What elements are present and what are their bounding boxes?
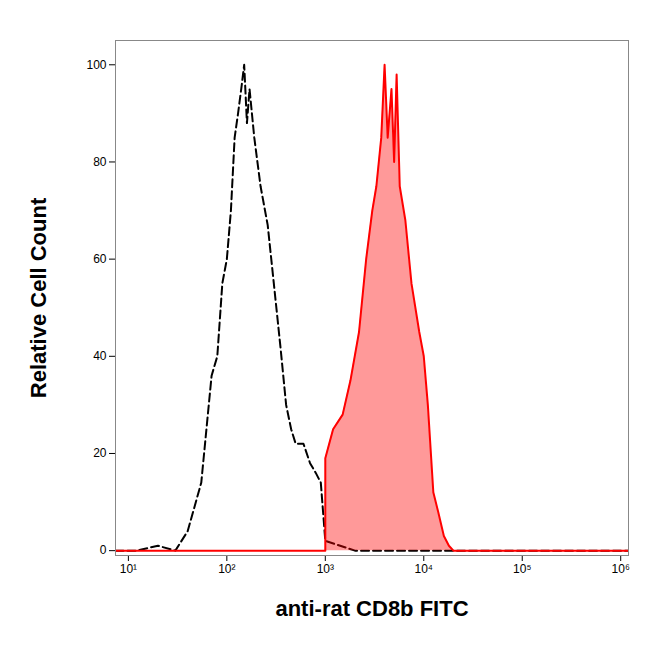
svg-text:10⁶: 10⁶: [612, 562, 630, 576]
svg-text:10³: 10³: [317, 562, 334, 576]
svg-text:Relative Cell Count: Relative Cell Count: [26, 197, 51, 398]
svg-text:60: 60: [93, 252, 107, 266]
svg-text:10²: 10²: [218, 562, 235, 576]
svg-text:40: 40: [93, 349, 107, 363]
svg-text:0: 0: [100, 543, 107, 557]
svg-text:100: 100: [86, 58, 106, 72]
svg-text:80: 80: [93, 155, 107, 169]
svg-text:10¹: 10¹: [120, 562, 137, 576]
svg-text:10⁵: 10⁵: [513, 562, 531, 576]
svg-text:10⁴: 10⁴: [415, 562, 434, 576]
svg-text:20: 20: [93, 446, 107, 460]
svg-text:anti-rat CD8b FITC: anti-rat CD8b FITC: [275, 596, 468, 621]
